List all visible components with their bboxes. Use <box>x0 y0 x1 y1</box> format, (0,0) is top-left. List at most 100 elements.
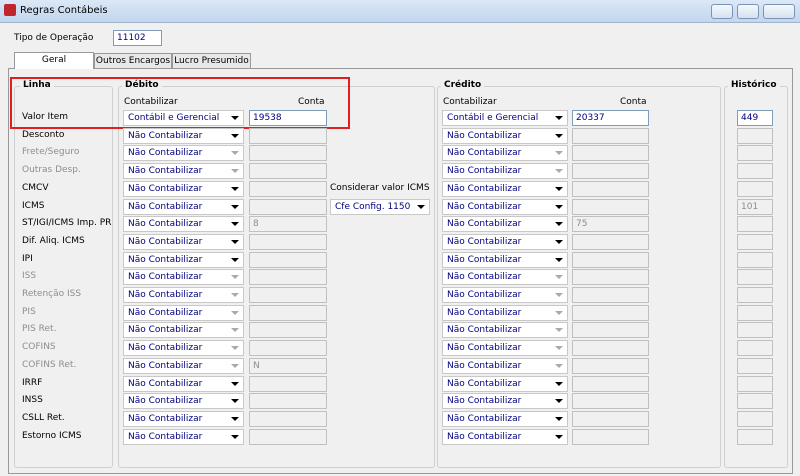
mode-combo[interactable]: Não Contabilizar <box>123 429 244 445</box>
account-input[interactable]: 101 <box>737 199 773 215</box>
account-input[interactable] <box>572 252 649 268</box>
account-input[interactable] <box>249 252 327 268</box>
account-input[interactable] <box>249 393 327 409</box>
mode-combo[interactable]: Contábil e Gerencial <box>123 110 244 126</box>
mode-combo[interactable]: Não Contabilizar <box>123 376 244 392</box>
mode-combo[interactable]: Não Contabilizar <box>123 128 244 144</box>
mode-combo[interactable]: Não Contabilizar <box>442 305 568 321</box>
account-input[interactable]: 75 <box>572 216 649 232</box>
account-input[interactable]: 19538 <box>249 110 327 126</box>
mode-combo[interactable]: Não Contabilizar <box>123 393 244 409</box>
account-input[interactable] <box>737 145 773 161</box>
close-button[interactable] <box>763 4 795 19</box>
operation-input[interactable]: 11102 <box>113 30 162 46</box>
mode-combo[interactable]: Não Contabilizar <box>123 252 244 268</box>
account-input[interactable] <box>737 252 773 268</box>
account-input[interactable] <box>572 234 649 250</box>
account-input[interactable] <box>249 181 327 197</box>
mode-combo[interactable]: Não Contabilizar <box>442 393 568 409</box>
account-input[interactable] <box>737 163 773 179</box>
mode-combo[interactable]: Não Contabilizar <box>123 411 244 427</box>
account-input[interactable] <box>249 411 327 427</box>
account-input[interactable] <box>572 128 649 144</box>
account-input[interactable] <box>737 234 773 250</box>
mode-combo[interactable]: Não Contabilizar <box>442 376 568 392</box>
mode-combo[interactable]: Não Contabilizar <box>123 216 244 232</box>
account-input[interactable] <box>737 429 773 445</box>
mode-combo[interactable]: Não Contabilizar <box>442 322 568 338</box>
account-input[interactable] <box>737 340 773 356</box>
mode-combo[interactable]: Não Contabilizar <box>442 358 568 374</box>
account-input[interactable] <box>737 216 773 232</box>
mode-combo[interactable]: Não Contabilizar <box>442 199 568 215</box>
mode-combo[interactable]: Não Contabilizar <box>442 252 568 268</box>
mode-combo[interactable]: Não Contabilizar <box>442 269 568 285</box>
account-input[interactable] <box>572 340 649 356</box>
maximize-button[interactable] <box>737 4 759 19</box>
account-input[interactable] <box>249 199 327 215</box>
mode-combo[interactable]: Contábil e Gerencial <box>442 110 568 126</box>
account-input[interactable] <box>737 322 773 338</box>
minimize-button[interactable] <box>711 4 733 19</box>
account-input[interactable] <box>249 305 327 321</box>
account-input[interactable] <box>572 393 649 409</box>
tab[interactable]: Outros Encargos <box>94 53 172 68</box>
mode-combo[interactable]: Não Contabilizar <box>123 269 244 285</box>
mode-combo[interactable]: Não Contabilizar <box>123 322 244 338</box>
mode-combo[interactable]: Não Contabilizar <box>123 199 244 215</box>
account-input[interactable] <box>737 376 773 392</box>
account-input[interactable] <box>572 358 649 374</box>
mode-combo[interactable]: Não Contabilizar <box>442 128 568 144</box>
mode-combo[interactable]: Não Contabilizar <box>123 358 244 374</box>
mode-combo[interactable]: Não Contabilizar <box>442 181 568 197</box>
account-input[interactable]: 449 <box>737 110 773 126</box>
account-input[interactable] <box>249 322 327 338</box>
mode-combo[interactable]: Não Contabilizar <box>123 287 244 303</box>
account-input[interactable] <box>572 163 649 179</box>
mode-combo[interactable]: Não Contabilizar <box>442 216 568 232</box>
account-input[interactable] <box>249 269 327 285</box>
tab[interactable]: Lucro Presumido <box>172 53 251 68</box>
account-input[interactable] <box>572 145 649 161</box>
mode-combo[interactable]: Não Contabilizar <box>123 163 244 179</box>
account-input[interactable]: 20337 <box>572 110 649 126</box>
account-input[interactable] <box>737 358 773 374</box>
account-input[interactable] <box>249 234 327 250</box>
account-input[interactable] <box>572 181 649 197</box>
account-input[interactable] <box>249 163 327 179</box>
account-input[interactable] <box>737 128 773 144</box>
account-input[interactable] <box>737 269 773 285</box>
account-input[interactable] <box>249 145 327 161</box>
account-input[interactable] <box>572 199 649 215</box>
mode-combo[interactable]: Não Contabilizar <box>123 305 244 321</box>
account-input[interactable]: 8 <box>249 216 327 232</box>
account-input[interactable] <box>249 429 327 445</box>
account-input[interactable] <box>572 287 649 303</box>
mode-combo[interactable]: Não Contabilizar <box>123 145 244 161</box>
mode-combo[interactable]: Não Contabilizar <box>123 340 244 356</box>
account-input[interactable] <box>737 411 773 427</box>
account-input[interactable] <box>737 181 773 197</box>
account-input[interactable] <box>737 393 773 409</box>
account-input[interactable] <box>249 340 327 356</box>
account-input[interactable] <box>572 269 649 285</box>
mode-combo[interactable]: Não Contabilizar <box>442 429 568 445</box>
account-input[interactable] <box>249 128 327 144</box>
mode-combo[interactable]: Não Contabilizar <box>442 234 568 250</box>
account-input[interactable] <box>572 429 649 445</box>
account-input[interactable] <box>249 287 327 303</box>
tab[interactable]: Geral <box>14 52 94 69</box>
mode-combo[interactable]: Não Contabilizar <box>442 340 568 356</box>
icms-option-combo[interactable]: Cfe Config. 1150 <box>330 199 430 215</box>
mode-combo[interactable]: Não Contabilizar <box>442 145 568 161</box>
mode-combo[interactable]: Não Contabilizar <box>442 163 568 179</box>
mode-combo[interactable]: Não Contabilizar <box>442 287 568 303</box>
account-input[interactable]: N <box>249 358 327 374</box>
account-input[interactable] <box>572 305 649 321</box>
account-input[interactable] <box>249 376 327 392</box>
mode-combo[interactable]: Não Contabilizar <box>123 181 244 197</box>
account-input[interactable] <box>737 305 773 321</box>
mode-combo[interactable]: Não Contabilizar <box>442 411 568 427</box>
account-input[interactable] <box>572 322 649 338</box>
account-input[interactable] <box>737 287 773 303</box>
